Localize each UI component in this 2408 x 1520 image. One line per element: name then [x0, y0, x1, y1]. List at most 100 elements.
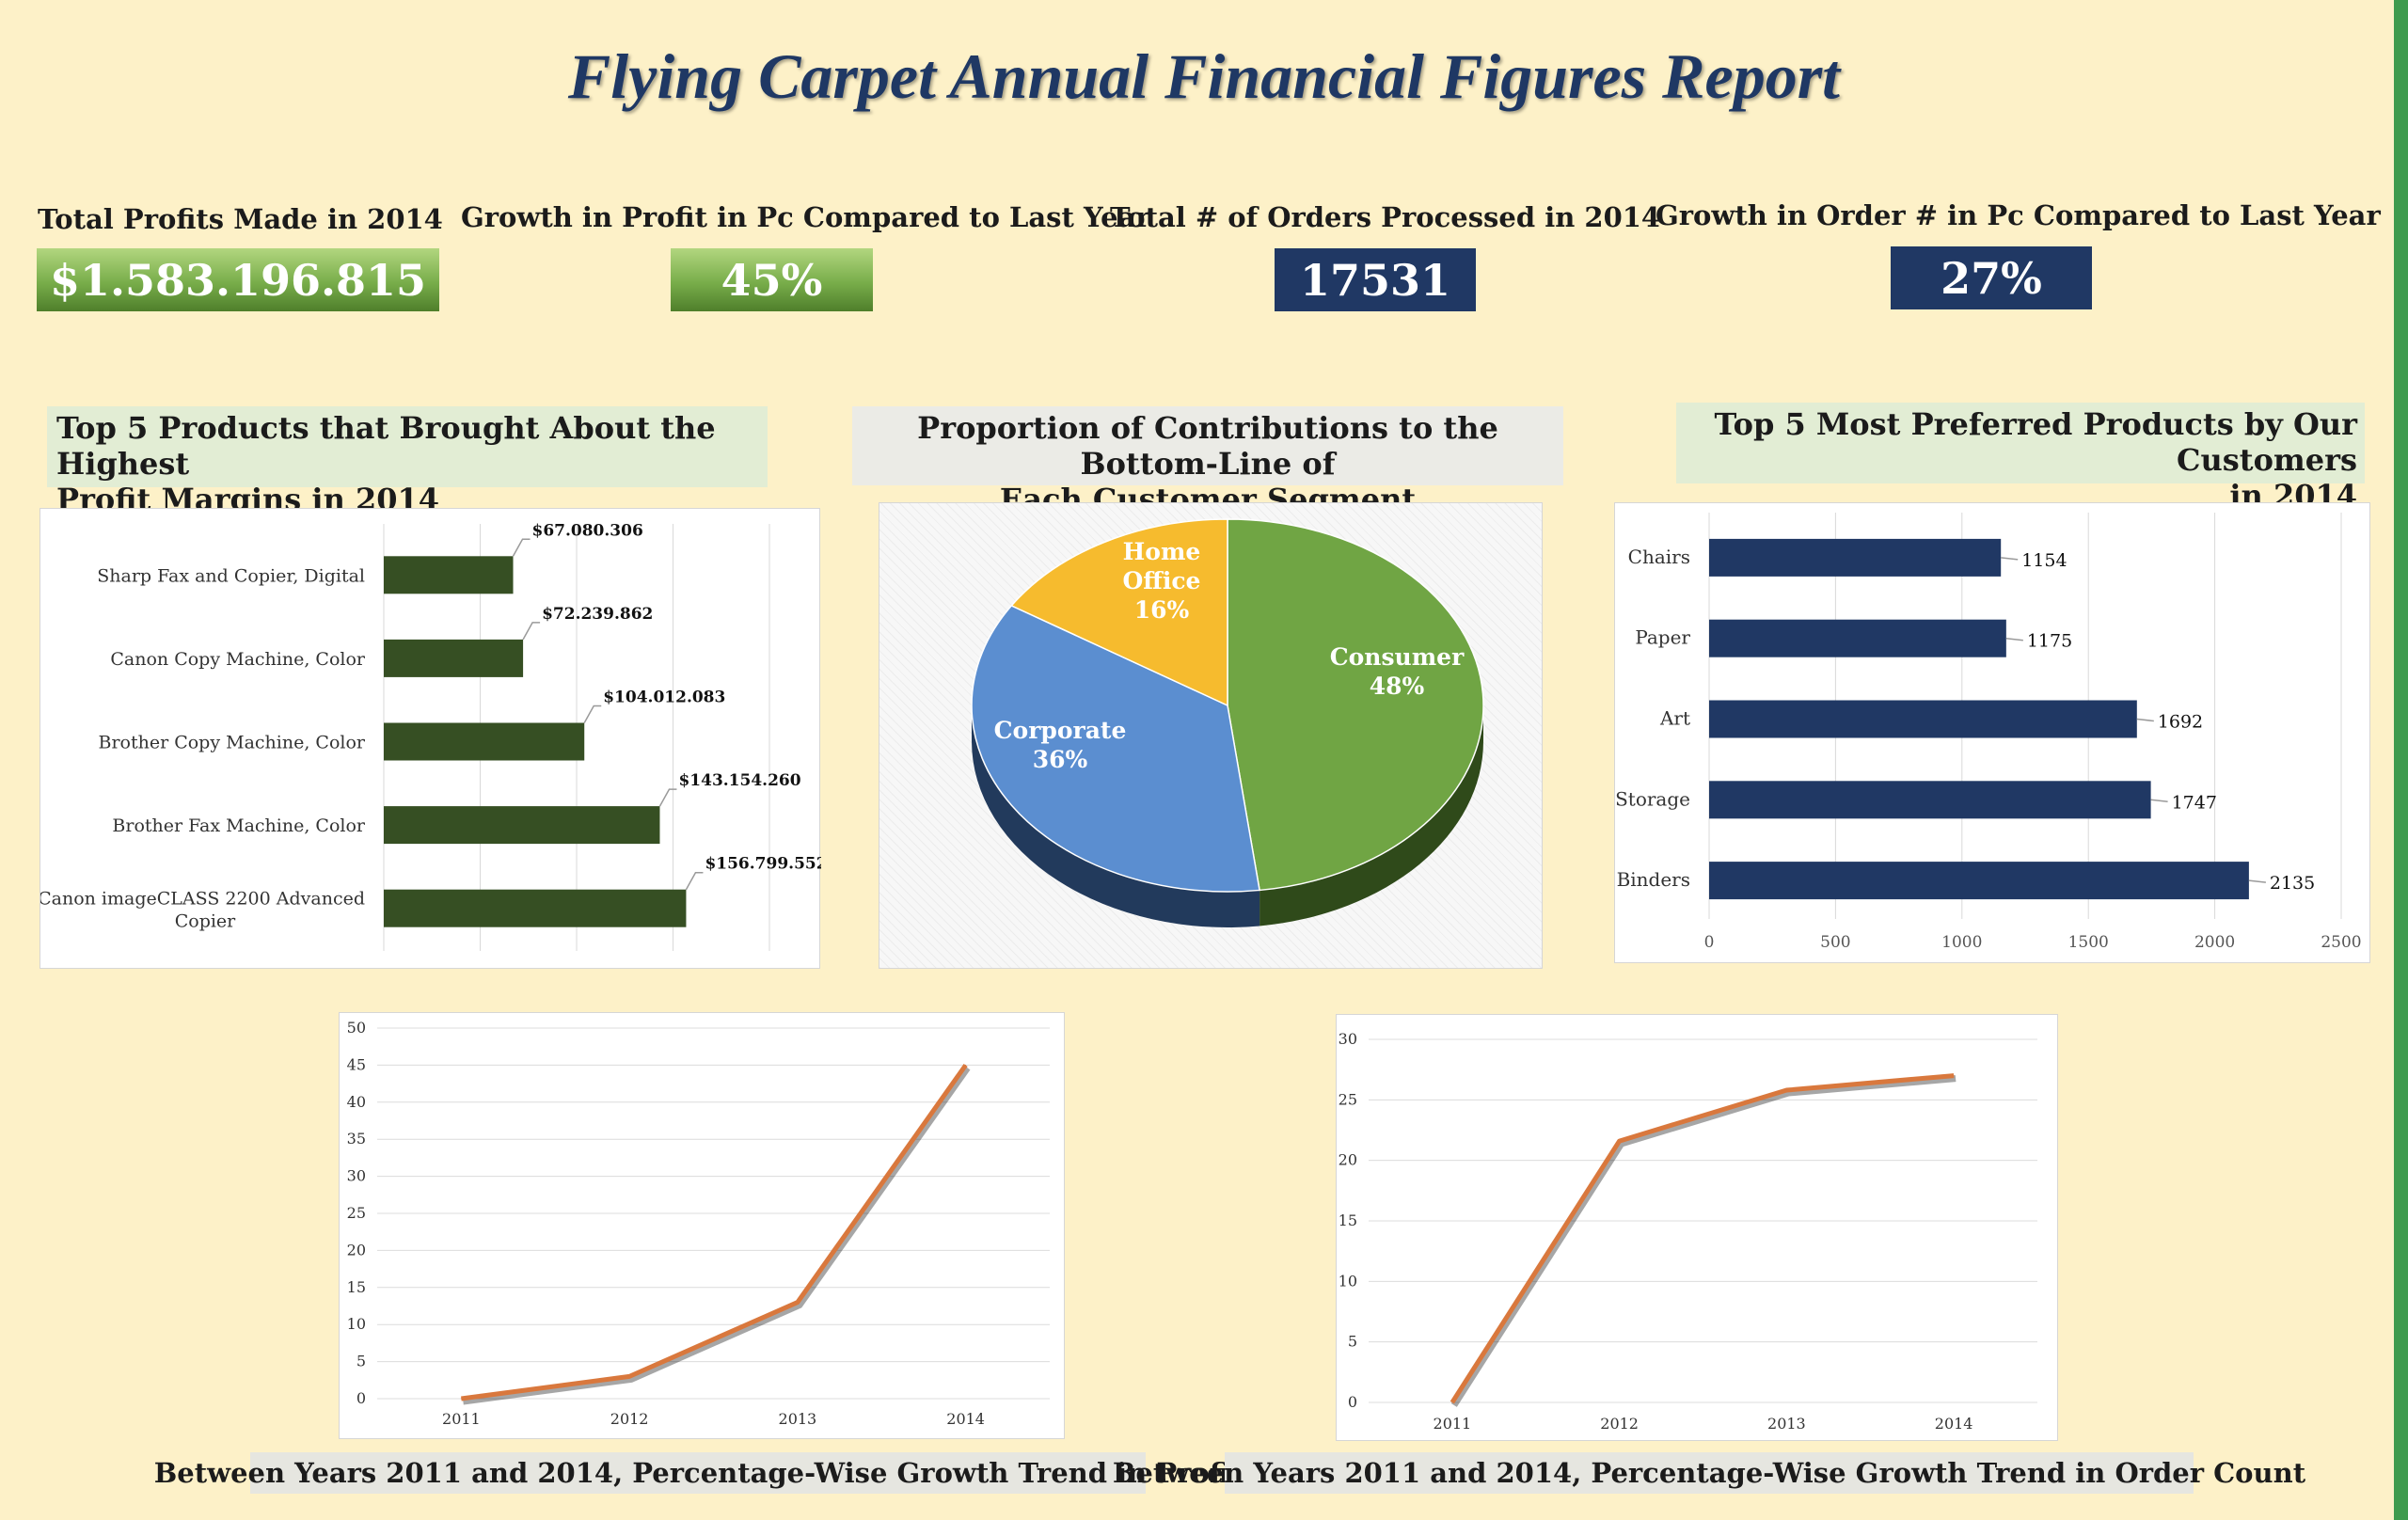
y-tick-label: 30 — [1339, 1030, 1357, 1048]
trend-line-shadow — [462, 1066, 971, 1405]
data-label: $72.239.862 — [542, 605, 653, 624]
profit-trend-chart-box: 0 5 10 15 20 25 30 35 40 45 50 2011 2012 2013 2014 — [339, 1012, 1065, 1439]
category-label: Chairs — [1628, 546, 1690, 568]
x-tick-label: 2011 — [442, 1410, 481, 1428]
data-label: 1175 — [2027, 631, 2072, 652]
trend-point — [1451, 1401, 1453, 1403]
top-products-bar-chart: Sharp Fax and Copier, Digital $67.080.306… — [38, 521, 828, 951]
x-tick-label: 2014 — [1935, 1415, 1973, 1433]
report-title: Flying Carpet Annual Financial Figures R… — [567, 40, 1841, 112]
pie-side-wall — [1259, 705, 1483, 926]
x-tick-label: 0 — [1704, 933, 1715, 952]
segments-panel-title: Proportion of Contributions to the Botto… — [852, 406, 1563, 517]
preferred-chart-box: 0 500 1000 1500 2000 2500 Chairs 1154 Paper 1175 A… — [1614, 502, 2370, 963]
pie-side-wall — [972, 705, 1260, 927]
leader-line — [583, 705, 602, 723]
leader-line — [685, 871, 704, 891]
profit-bar — [384, 556, 514, 594]
top-products-title-line-1: Top 5 Products that Brought About the Hi… — [56, 410, 716, 482]
category-label: Copier — [175, 911, 236, 932]
kpi-profit-growth-value: 45% — [671, 248, 873, 311]
trend-point — [460, 1398, 462, 1400]
data-label: $156.799.552 — [705, 855, 821, 874]
data-label: 1692 — [2158, 712, 2203, 733]
y-tick-label: 20 — [347, 1241, 366, 1259]
category-label: Sharp Fax and Copier, Digital — [97, 565, 365, 586]
x-tick-label: 500 — [1820, 933, 1850, 952]
profit-bar — [384, 639, 524, 677]
kpi-total-orders-label: Total # of Orders Processed in 2014 — [1110, 201, 1661, 233]
x-tick-label: 2000 — [2194, 933, 2235, 952]
y-tick-label: 20 — [1339, 1151, 1357, 1169]
top-products-chart-box: Sharp Fax and Copier, Digital $67.080.306… — [38, 508, 828, 969]
trend-point — [965, 1064, 967, 1066]
category-label: Art — [1659, 707, 1690, 730]
x-tick-label: 2012 — [1600, 1415, 1639, 1433]
top-products-panel-title: Top 5 Products that Brought About the Hi… — [47, 406, 768, 517]
pie-label: Home — [1123, 538, 1201, 565]
x-tick-label: 1000 — [1941, 933, 1982, 952]
y-tick-label: 35 — [347, 1130, 366, 1148]
data-label: 1154 — [2021, 550, 2067, 571]
category-label: Canon Copy Machine, Color — [110, 649, 366, 670]
y-tick-label: 15 — [1339, 1211, 1357, 1229]
x-tick-label: 2012 — [610, 1410, 649, 1428]
kpi-total-orders-value: 17531 — [1275, 248, 1476, 311]
y-tick-label: 45 — [347, 1055, 366, 1073]
y-tick-label: 25 — [1339, 1090, 1357, 1108]
x-tick-label: 2011 — [1434, 1415, 1472, 1433]
leader-line — [522, 622, 541, 641]
trend-point — [1953, 1075, 1955, 1077]
leader-line — [2136, 718, 2154, 722]
category-label: Brother Fax Machine, Color — [112, 815, 365, 836]
data-label: $143.154.260 — [678, 771, 800, 790]
y-tick-label: 0 — [356, 1389, 366, 1407]
pie-label: Consumer — [1330, 643, 1465, 671]
category-label: Paper — [1635, 626, 1690, 649]
pie-slice-consumer — [1227, 518, 1484, 892]
y-tick-label: 50 — [347, 1019, 366, 1037]
data-label: $67.080.306 — [532, 521, 643, 540]
pie-slice-corporate — [971, 604, 1260, 893]
preferred-panel-title: Top 5 Most Preferred Products by Our Cus… — [1676, 403, 2365, 514]
preferred-bar — [1709, 700, 2137, 738]
trend-line — [461, 1063, 968, 1401]
y-tick-label: 10 — [347, 1315, 366, 1333]
preferred-bar — [1709, 538, 2002, 577]
pie-label: Office — [1123, 567, 1201, 594]
kpi-order-growth-label: Growth in Order # in Pc Compared to Last… — [1656, 199, 2381, 231]
x-tick-label: 2500 — [2321, 933, 2361, 952]
segments-title-line-1: Proportion of Contributions to the Botto… — [917, 410, 1498, 482]
trend-point — [1785, 1089, 1787, 1091]
category-label: Binders — [1617, 868, 1690, 891]
y-tick-label: 0 — [1348, 1393, 1357, 1411]
data-label: 2135 — [2270, 873, 2315, 894]
profit-bar — [384, 889, 687, 927]
pie-percent-label: 16% — [1134, 596, 1190, 624]
preferred-title-line-1: Top 5 Most Preferred Products by Our Cus… — [1714, 406, 2357, 478]
kpi-total-profits-label: Total Profits Made in 2014 — [38, 203, 443, 235]
trend-point — [797, 1302, 799, 1304]
segments-chart-box: Consumer 48% Corporate 36% Home Office 16% — [879, 502, 1543, 969]
leader-line — [2150, 799, 2168, 803]
data-label: $104.012.083 — [603, 689, 725, 707]
category-label: Brother Copy Machine, Color — [98, 733, 365, 753]
leader-line — [2005, 637, 2023, 641]
pie-percent-label: 36% — [1033, 746, 1088, 773]
data-label: 1747 — [2172, 792, 2217, 813]
profit-trend-line-chart: 0 5 10 15 20 25 30 35 40 45 50 2011 2012 2013 2014 — [347, 1019, 1050, 1428]
kpi-total-profits-value: $1.583.196.815 — [37, 248, 439, 311]
order-trend-chart-box: 0 5 10 15 20 25 30 2011 2012 2013 2014 — [1336, 1014, 2058, 1441]
x-tick-label: 2013 — [1767, 1415, 1806, 1433]
leader-line — [2248, 879, 2266, 883]
right-edge-strip — [2394, 0, 2408, 1520]
preferred-bar — [1709, 619, 2006, 657]
trend-line — [1450, 1073, 1955, 1404]
x-tick-label: 2014 — [946, 1410, 985, 1428]
y-tick-label: 5 — [356, 1353, 366, 1370]
y-tick-label: 10 — [1339, 1272, 1357, 1290]
leader-line — [512, 538, 531, 557]
profit-trend-caption: Between Years 2011 and 2014, Percentage-… — [154, 1452, 1242, 1494]
y-tick-label: 15 — [347, 1278, 366, 1296]
